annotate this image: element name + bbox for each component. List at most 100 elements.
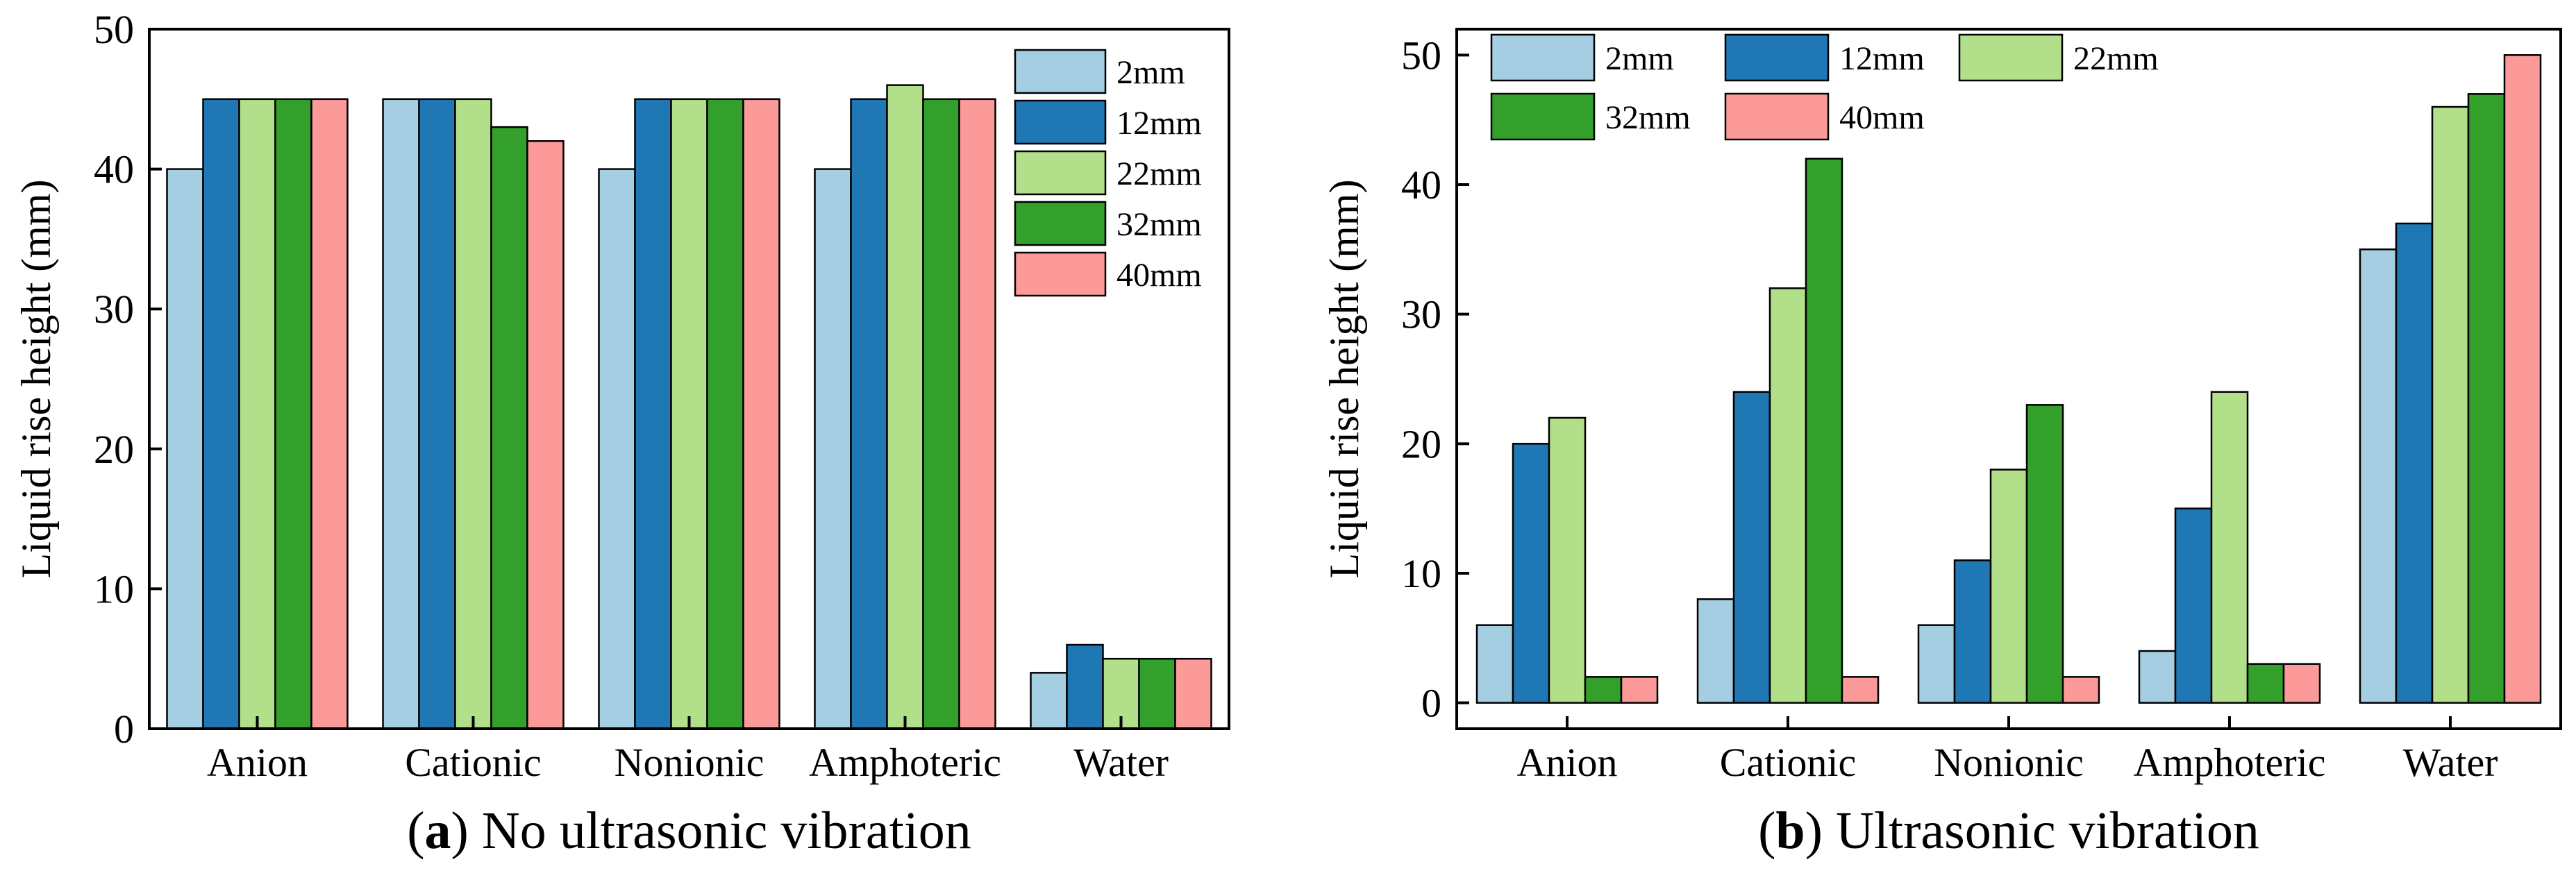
bar	[1768, 287, 1807, 704]
panel-b-chart: 0 10 20 30 40 50 Anion Cationic Nonionic Amphoter…	[1321, 28, 2562, 860]
legend-label: 32mm	[1116, 206, 1202, 243]
y-tick-label: 30	[1401, 292, 1441, 337]
caption-paren: )	[1805, 802, 1836, 860]
plot-frame	[1455, 28, 2562, 730]
caption-paren: (	[407, 802, 424, 860]
caption-text: Ultrasonic vibration	[1836, 802, 2259, 860]
caption-text: No ultrasonic vibration	[482, 802, 971, 860]
legend-swatch	[1014, 150, 1107, 196]
legend-swatch	[1014, 201, 1107, 246]
caption-paren: (	[1758, 802, 1775, 860]
panel-caption: (b) Ultrasonic vibration	[1758, 802, 2259, 860]
bar	[166, 168, 204, 730]
legend-swatch	[1724, 92, 1830, 141]
legend-label: 2mm	[1116, 54, 1185, 91]
caption-paren: )	[451, 802, 482, 860]
y-tick-label: 20	[1401, 421, 1441, 466]
bar	[850, 98, 888, 730]
legend-label: 32mm	[1605, 99, 1691, 136]
y-tick-label: 50	[94, 7, 134, 52]
x-tick-label: Anion	[1517, 740, 1618, 785]
x-tick-label: Amphoteric	[809, 740, 1001, 785]
legend-label: 40mm	[1839, 99, 1925, 136]
y-tick-label: 10	[1401, 551, 1441, 596]
x-tick-label: Nonionic	[1934, 740, 2084, 785]
y-tick-label: 10	[94, 566, 134, 611]
bar	[1030, 672, 1068, 730]
legend-swatch	[1014, 49, 1107, 94]
bar	[1174, 657, 1212, 730]
plot-frame	[148, 28, 1230, 730]
bar	[958, 98, 996, 730]
bar	[634, 98, 672, 730]
bar	[2061, 676, 2100, 704]
bar	[1841, 676, 1880, 704]
bar	[274, 98, 312, 730]
bar	[1475, 624, 1514, 704]
legend-swatch	[1014, 99, 1107, 145]
y-tick-label: 0	[114, 707, 134, 752]
legend-label: 40mm	[1116, 257, 1202, 294]
panel-caption: (a) No ultrasonic vibration	[407, 802, 971, 860]
bar	[2210, 391, 2249, 704]
bar	[814, 168, 852, 730]
bar	[418, 98, 456, 730]
bar	[2431, 105, 2470, 704]
y-axis-label: Liquid rise height (mm)	[1321, 180, 1367, 579]
legend-label: 12mm	[1116, 105, 1202, 142]
x-tick-label: Anion	[207, 740, 308, 785]
y-tick-label: 40	[94, 147, 134, 192]
bar	[1620, 676, 1659, 704]
legend-label: 2mm	[1605, 40, 1674, 77]
bar	[526, 140, 564, 730]
y-tick-label: 50	[1401, 33, 1441, 78]
bar	[2138, 650, 2177, 704]
y-tick-label: 30	[94, 287, 134, 332]
bar	[1732, 391, 1771, 704]
legend-swatch	[1724, 33, 1830, 82]
bar	[454, 98, 492, 730]
bar	[1512, 443, 1550, 704]
bar	[2174, 507, 2213, 704]
bar	[2503, 54, 2542, 704]
bar	[2282, 663, 2321, 704]
bar	[2467, 93, 2506, 704]
legend-label: 22mm	[1116, 155, 1202, 192]
x-tick-label: Water	[2402, 740, 2498, 785]
y-tick-label: 40	[1401, 162, 1441, 208]
bar	[1138, 657, 1176, 730]
bar	[1584, 676, 1623, 704]
bar	[1548, 416, 1587, 704]
bar	[310, 98, 349, 730]
legend: 2mm 12mm 22mm 32mm 40mm	[1014, 49, 1202, 297]
bar	[1989, 468, 2028, 704]
bar	[2359, 248, 2398, 704]
caption-letter: b	[1775, 802, 1805, 860]
bar	[706, 98, 744, 730]
bar	[1805, 158, 1843, 704]
bar	[490, 126, 528, 730]
legend-label: 22mm	[2073, 40, 2159, 77]
x-tick-label: Cationic	[1720, 740, 1857, 785]
y-tick-label: 0	[1421, 681, 1441, 726]
bar	[2025, 404, 2064, 704]
legend-swatch	[1958, 33, 2064, 82]
x-tick-label: Cationic	[405, 740, 542, 785]
bar	[202, 98, 240, 730]
legend-swatch	[1014, 251, 1107, 297]
bar	[1696, 598, 1735, 704]
x-tick-label: Water	[1073, 740, 1169, 785]
bar	[670, 98, 708, 730]
bar	[922, 98, 960, 730]
bar	[382, 98, 420, 730]
y-tick-label: 20	[94, 427, 134, 472]
legend-label: 12mm	[1839, 40, 1925, 77]
caption-letter: a	[425, 802, 451, 860]
bar	[2395, 222, 2434, 704]
y-axis-label: Liquid rise height (mm)	[13, 180, 59, 579]
bar	[1953, 559, 1992, 704]
legend-swatch	[1490, 92, 1596, 141]
bar	[886, 84, 924, 730]
x-tick-label: Amphoteric	[2133, 740, 2325, 785]
